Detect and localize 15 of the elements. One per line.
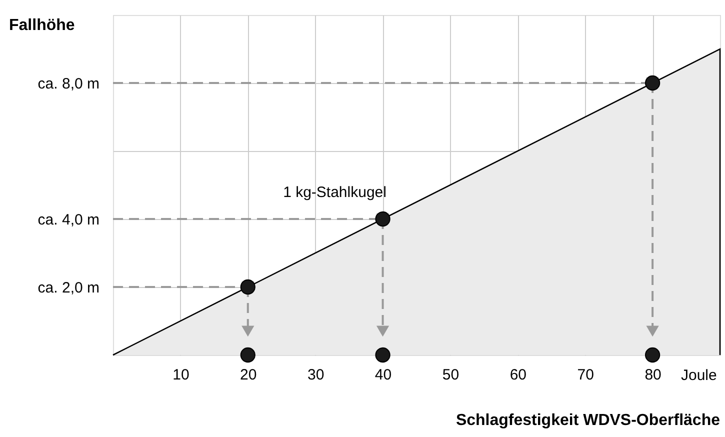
x-tick-label: 10 xyxy=(172,366,190,384)
y-axis-title: Fallhöhe xyxy=(9,17,75,34)
x-tick-label: 60 xyxy=(510,366,527,384)
x-tick-label: 40 xyxy=(374,366,392,384)
x-tick-label: 80 xyxy=(644,366,662,384)
text: Joule xyxy=(681,367,717,384)
x-tick-label: 70 xyxy=(577,366,594,384)
x-axis-title: Schlagfestigkeit WDVS-Oberfläche xyxy=(456,412,720,429)
y-tick-label: ca. 4,0 m xyxy=(38,212,100,228)
y-tick-label: ca. 2,0 m xyxy=(38,280,100,296)
x-tick-label: 30 xyxy=(307,366,324,384)
y-tick-label: ca. 8,0 m xyxy=(38,76,100,92)
x-tick-label: 20 xyxy=(240,366,257,384)
x-tick-label: 50 xyxy=(442,366,460,384)
annotation: 1 kg-Stahlkugel xyxy=(283,184,386,201)
